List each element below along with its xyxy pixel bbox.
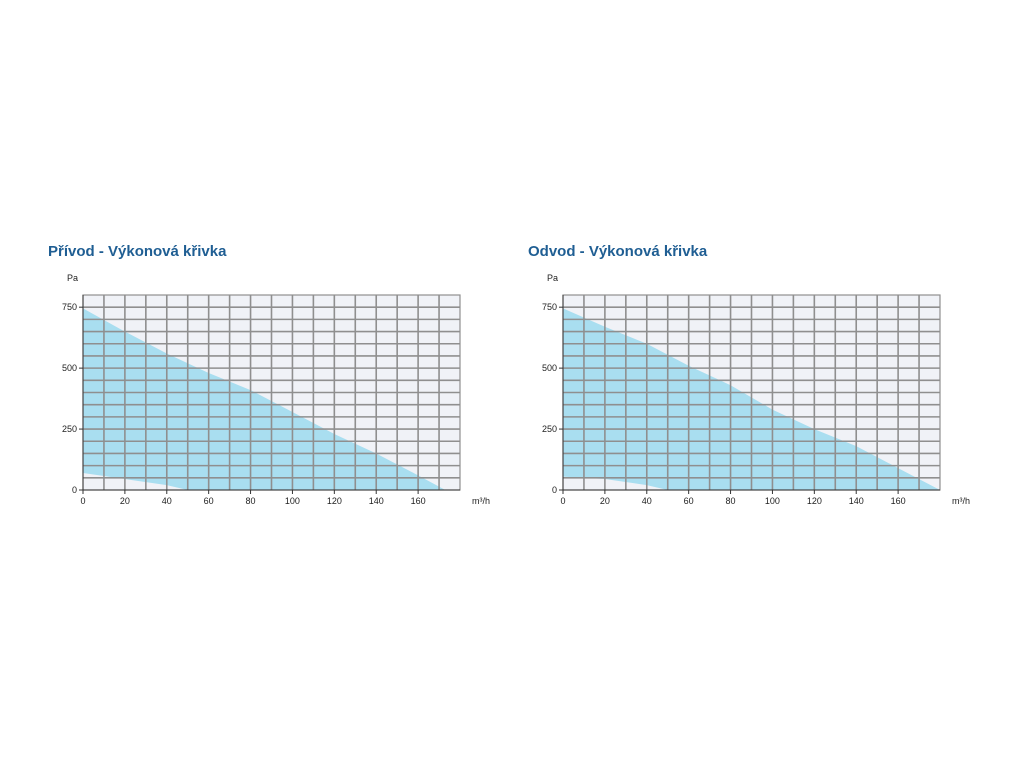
performance-chart-odvod: 0 20 40 60 80 100 120 140 160 0 250 500 750 Pa m³/h: [542, 273, 970, 506]
x-tick-label: 80: [246, 496, 256, 506]
y-axis-label: Pa: [547, 273, 558, 283]
y-tick-label: 250: [62, 424, 77, 434]
y-tick-label: 0: [72, 485, 77, 495]
y-tick-label: 500: [542, 363, 557, 373]
x-tick-label: 20: [120, 496, 130, 506]
y-tick-label: 750: [62, 302, 77, 312]
performance-chart-privod: 0 20 40 60 80 100 120 140 160 0 250 500 750 Pa m³/h: [62, 273, 490, 506]
x-tick-label: 160: [411, 496, 426, 506]
chart-title: Přívod - Výkonová křivka: [48, 243, 227, 260]
x-tick-label: 140: [369, 496, 384, 506]
y-tick-label: 250: [542, 424, 557, 434]
x-tick-label: 120: [807, 496, 822, 506]
x-axis-label: m³/h: [472, 496, 490, 506]
chart-title: Odvod - Výkonová křivka: [528, 243, 708, 260]
chart-panel-privod: Přívod - Výkonová křivka 0 20 40 60 80 100 120…: [47, 238, 517, 518]
x-tick-label: 20: [600, 496, 610, 506]
x-tick-label: 160: [891, 496, 906, 506]
chart-panel-odvod: Odvod - Výkonová křivka 0 20 40 60 80 100 120 1…: [527, 238, 997, 518]
y-tick-label: 500: [62, 363, 77, 373]
x-tick-label: 100: [285, 496, 300, 506]
x-tick-label: 80: [726, 496, 736, 506]
y-tick-label: 0: [552, 485, 557, 495]
x-tick-label: 120: [327, 496, 342, 506]
x-tick-label: 0: [80, 496, 85, 506]
x-tick-label: 100: [765, 496, 780, 506]
x-tick-label: 40: [642, 496, 652, 506]
x-tick-label: 140: [849, 496, 864, 506]
x-tick-label: 40: [162, 496, 172, 506]
y-axis-label: Pa: [67, 273, 78, 283]
x-tick-label: 60: [684, 496, 694, 506]
y-tick-label: 750: [542, 302, 557, 312]
x-tick-label: 60: [204, 496, 214, 506]
x-axis-label: m³/h: [952, 496, 970, 506]
x-tick-label: 0: [560, 496, 565, 506]
